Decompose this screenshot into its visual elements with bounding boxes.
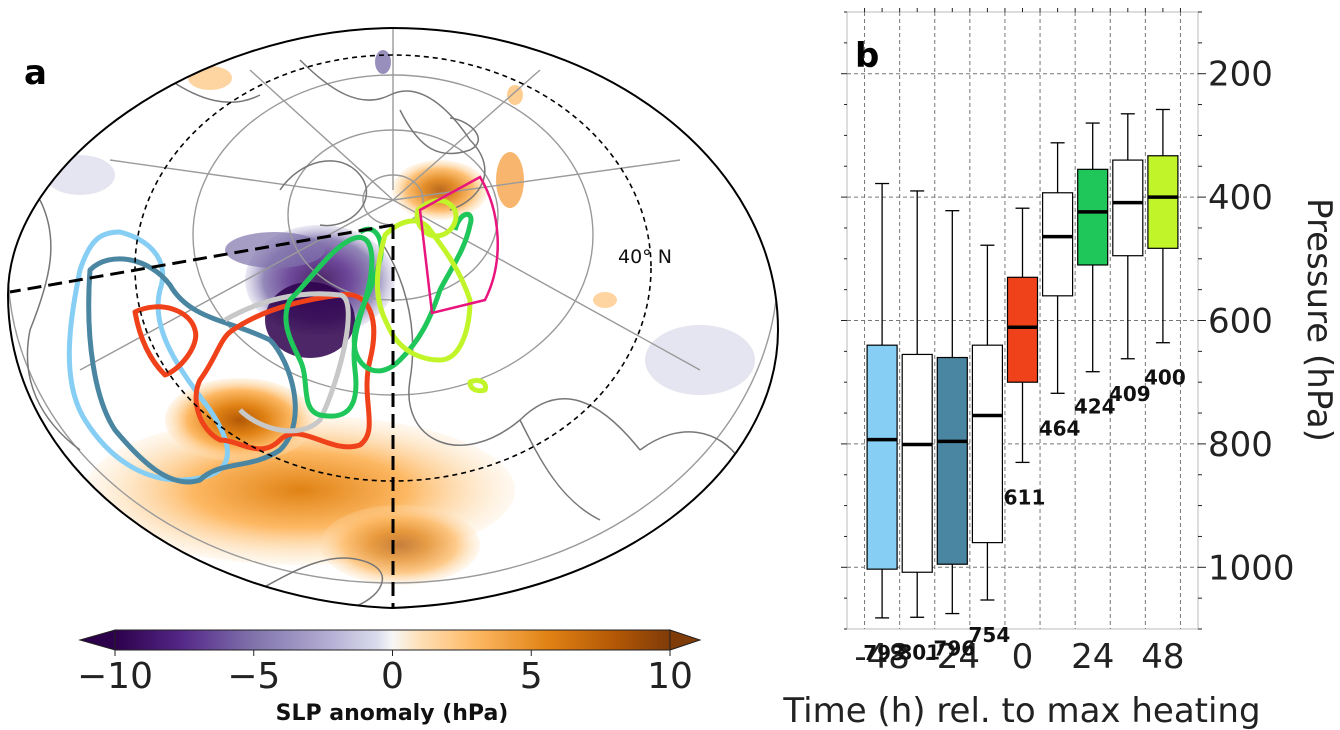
sample-count-label: 611: [1004, 485, 1046, 509]
sample-count-label: 464: [1039, 416, 1081, 440]
sample-count-label: 409: [1109, 382, 1151, 406]
colorbar-tick-label: 5: [520, 656, 543, 697]
grid: [847, 12, 1198, 629]
x-tick-label: -48: [854, 637, 910, 677]
y-tick-label: 400: [1208, 178, 1273, 218]
colorbar-label: SLP anomaly (hPa): [276, 701, 509, 726]
negative-anomaly-patch: [45, 155, 115, 195]
box: [1147, 155, 1179, 249]
colorbar: −10 −5 0 5 10 SLP anomaly (hPa): [77, 629, 702, 726]
colorbar-ticks: −10 −5 0 5 10: [77, 650, 693, 697]
box: [1006, 276, 1039, 383]
map-boundary: [6, 26, 780, 610]
contour-plus24h: [283, 235, 375, 419]
sample-count-label: 793: [863, 641, 905, 665]
colorbar-tick-label: 0: [381, 656, 404, 697]
x-tick-label: 24: [1071, 637, 1114, 677]
positive-anomaly-patch: [496, 152, 524, 208]
boxplot-panel: 200 400 600 800 1000 -48 -24 0 24 48 79380179675…: [782, 8, 1339, 730]
x-tick-label: 48: [1141, 637, 1184, 677]
positive-anomaly-patch: [593, 292, 617, 308]
map-panel: a 40° N −10 −5 0 5 10 SLP anomaly (hPa): [6, 26, 780, 726]
x-axis-label: Time (h) rel. to max heating: [782, 691, 1260, 730]
contour-minus24h: [86, 256, 298, 485]
map-field: [8, 28, 778, 608]
x-tick-label: -24: [925, 637, 981, 677]
panel-label-a: a: [24, 53, 47, 93]
x-tick-label: 0: [1012, 637, 1034, 677]
box: [1041, 192, 1074, 297]
box: [1112, 159, 1144, 257]
positive-anomaly-north: [392, 160, 488, 220]
target-sector: [418, 175, 499, 315]
sample-count-label: 801: [898, 640, 940, 664]
y-tick-label: 1000: [1208, 548, 1295, 588]
positive-anomaly-patch: [188, 66, 232, 90]
box: [901, 353, 933, 573]
box: [971, 344, 1004, 544]
y-tick-label: 600: [1208, 302, 1273, 342]
panel-label-b: b: [855, 36, 879, 76]
y-tick-label: 200: [1208, 55, 1273, 95]
x-axis: -48 -24 0 24 48: [854, 8, 1185, 677]
y-tick-label: 800: [1208, 425, 1273, 465]
contour-plus48h-patch: [467, 377, 488, 394]
y-axis: 200 400 600 800 1000: [841, 11, 1295, 630]
sample-count-label: 754: [969, 623, 1011, 647]
sample-count-label: 796: [933, 637, 975, 661]
colorbar-extend-high: [669, 629, 702, 651]
positive-anomaly-core-2: [320, 505, 480, 585]
negative-anomaly-patch: [375, 50, 391, 74]
box: [1077, 168, 1109, 266]
colorbar-tick-label: −10: [77, 656, 153, 697]
colorbar-tick-label: −5: [227, 656, 280, 697]
sample-count-label: 424: [1074, 395, 1116, 419]
y-axis-label: Pressure (hPa): [1299, 198, 1339, 442]
contour-0h-west: [132, 304, 199, 378]
colorbar-extend-low: [78, 629, 116, 651]
contour-grey: [223, 291, 351, 434]
box: [866, 344, 898, 570]
sample-count-label: 400: [1144, 366, 1186, 390]
negative-anomaly-patch: [645, 325, 755, 395]
latitude-label: 40° N: [618, 246, 672, 268]
box: [936, 356, 968, 565]
contour-plus48h: [374, 218, 473, 363]
boxes: [866, 108, 1179, 619]
colorbar-gradient: [114, 629, 671, 651]
composite-contours: [66, 198, 488, 485]
colorbar-tick-label: 10: [647, 656, 693, 697]
section-line-west: [9, 223, 394, 294]
coastlines: [26, 59, 741, 608]
negative-anomaly-arm: [225, 232, 325, 268]
positive-anomaly-patch: [507, 85, 523, 105]
